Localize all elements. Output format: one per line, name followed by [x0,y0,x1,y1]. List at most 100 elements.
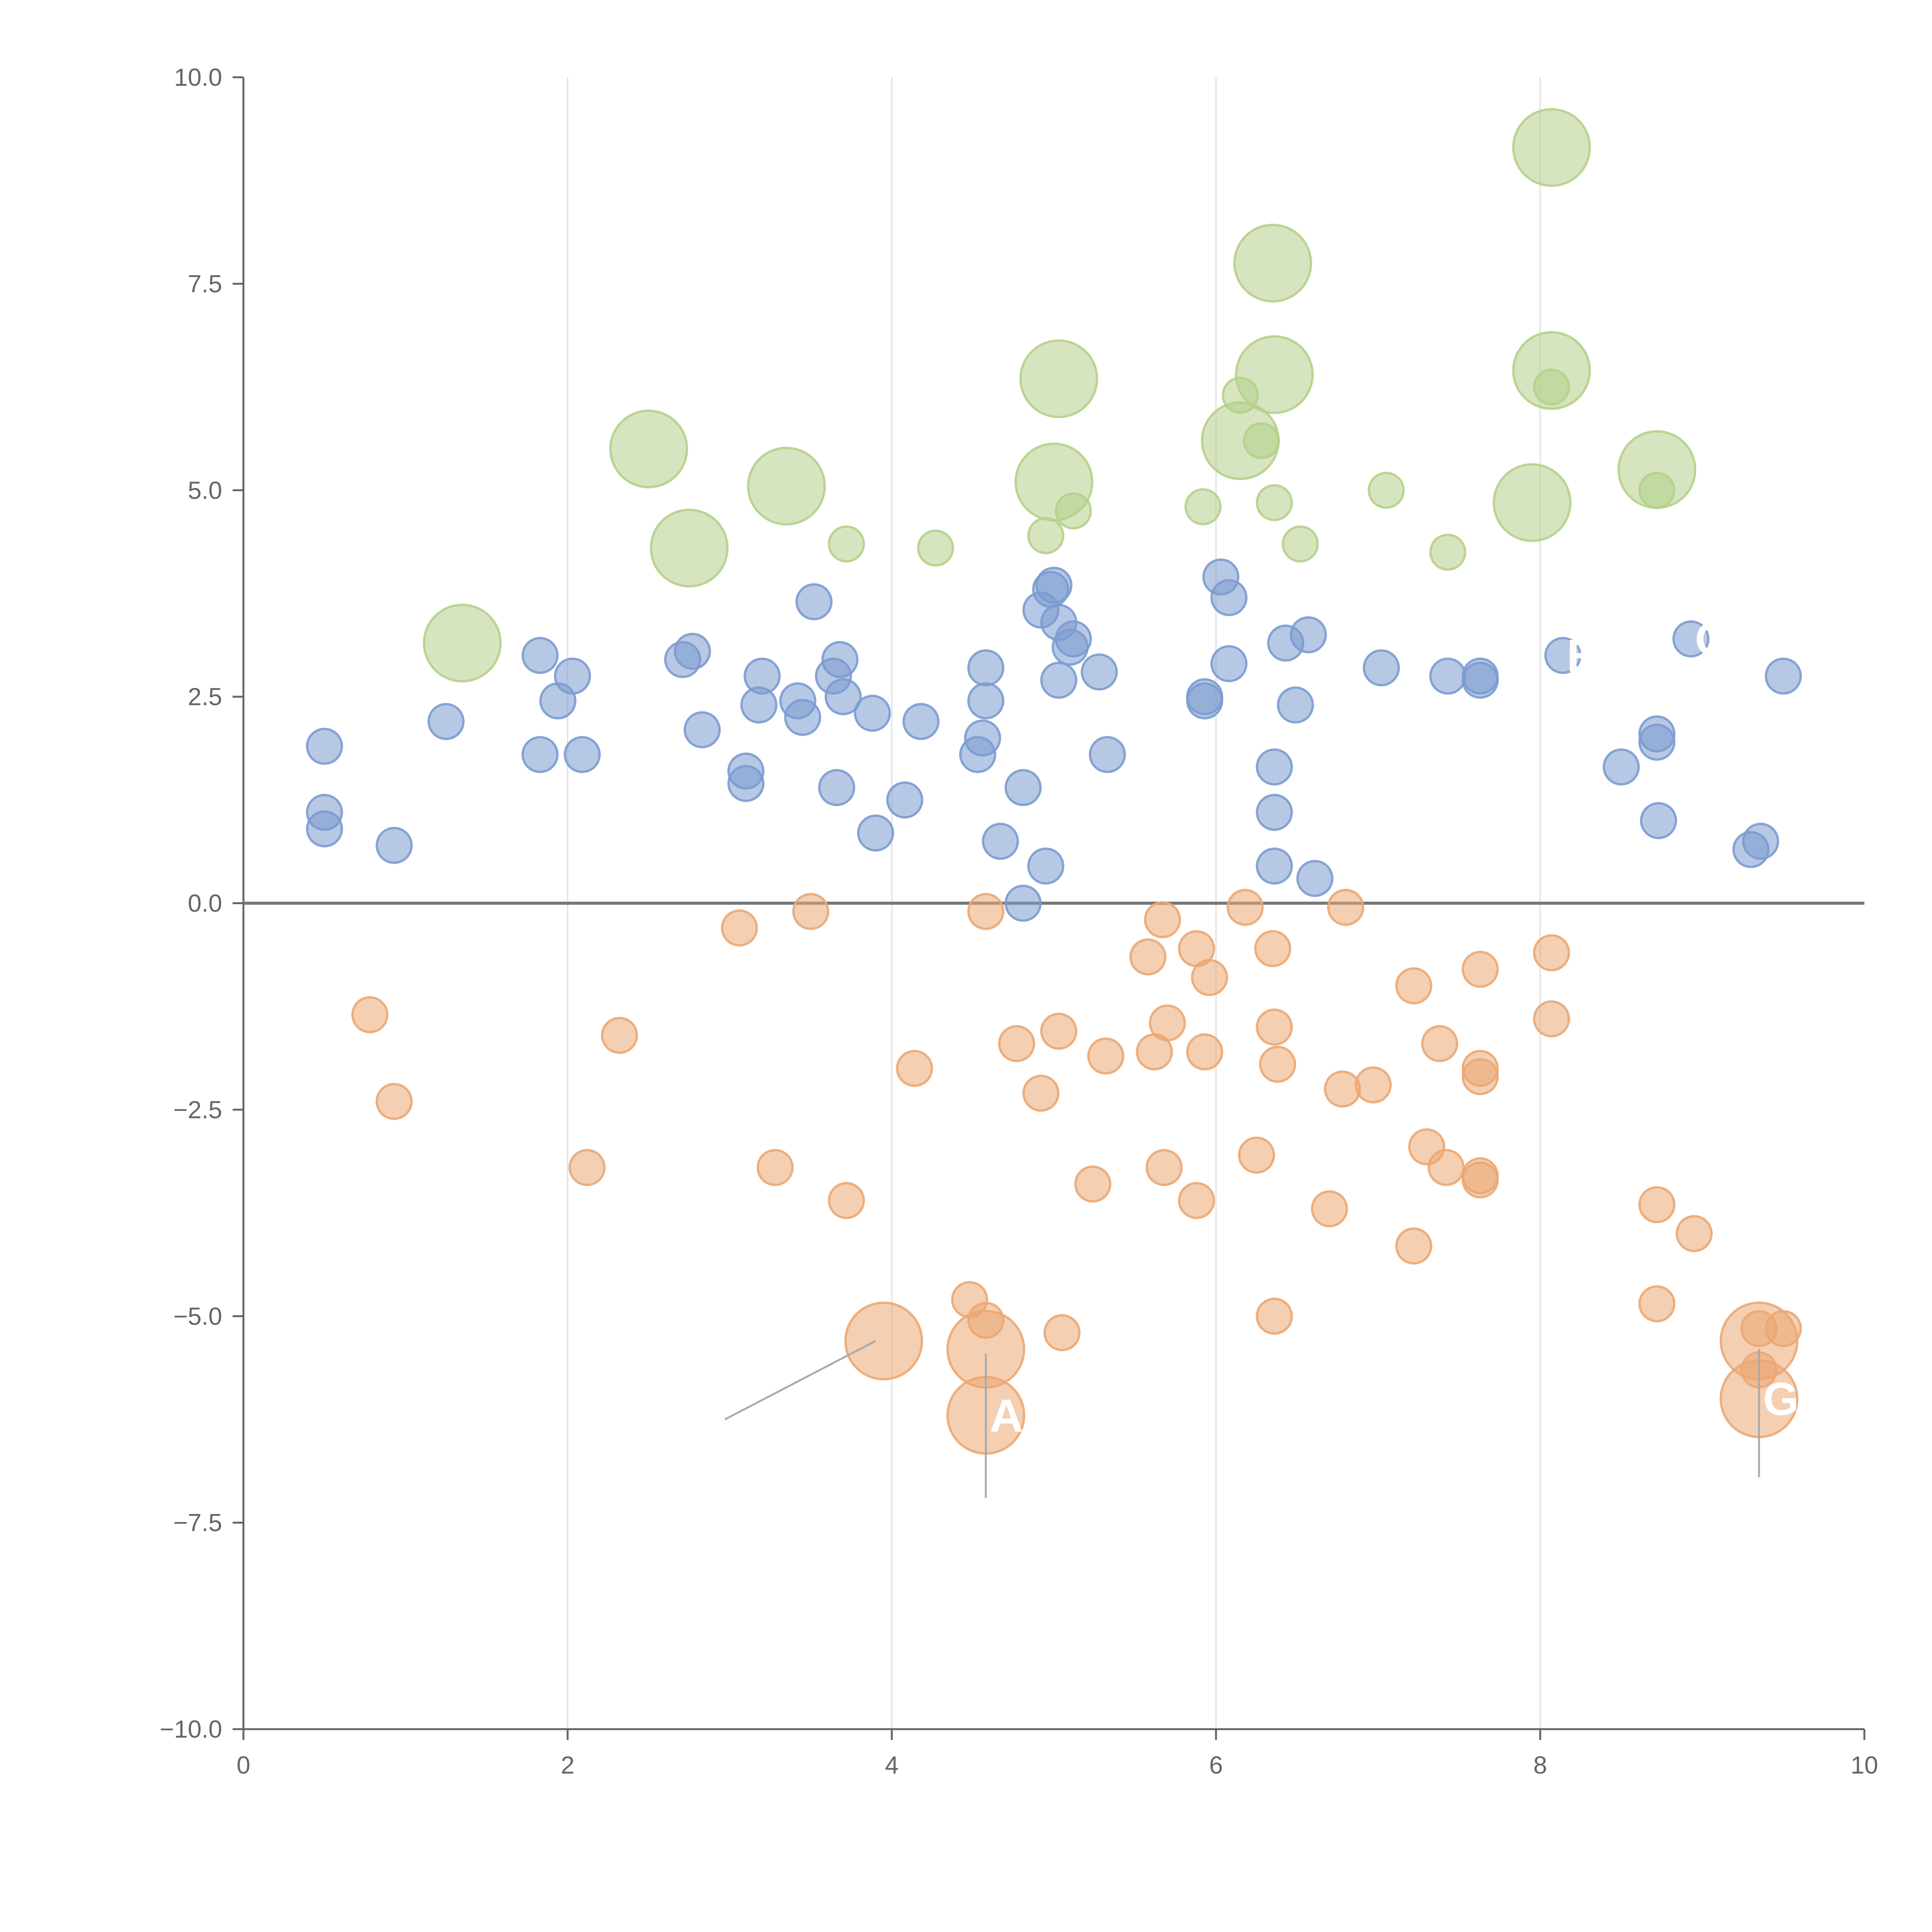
data-point-blue [521,736,559,773]
data-point-blue [857,814,895,852]
data-point-blue [1602,748,1640,786]
data-points [306,108,1802,1455]
data-point-blue [1004,769,1042,806]
data-point-blue [825,678,862,716]
data-point-green [1282,525,1319,563]
y-tick-label: 0.0 [188,889,222,917]
data-point-green [1256,484,1293,521]
data-point-orange [721,909,758,947]
data-point-orange [844,1301,923,1381]
data-point-blue [821,641,859,678]
data-point-blue [1027,847,1065,885]
data-point-orange [1533,934,1570,971]
data-point-orange [1327,889,1364,926]
data-point-orange [1043,1314,1081,1351]
data-point-green [1429,534,1466,571]
data-point-blue [1742,823,1779,860]
data-point-orange [1186,1033,1223,1071]
data-point-blue [743,657,781,695]
data-point-orange [1461,1058,1499,1095]
data-point-blue [1004,884,1042,922]
annotation-label: G [1763,1373,1799,1425]
data-point-blue [674,633,711,670]
data-point-blue [521,637,559,674]
data-point-orange [1461,951,1499,988]
data-point-blue [967,682,1005,719]
data-point-orange [792,893,830,930]
data-point-orange [1354,1066,1392,1104]
y-tick-label: 10.0 [174,63,222,91]
data-point-blue [1035,566,1073,604]
annotation-label: O [1695,614,1731,665]
data-point-blue [854,694,891,732]
data-point-orange [896,1050,933,1087]
data-point-blue [1461,662,1499,699]
data-point-orange [1427,1149,1465,1186]
data-point-green [1054,492,1092,530]
data-point-blue [1277,686,1314,724]
x-tick-label: 0 [236,1751,250,1779]
data-point-blue [964,719,1001,757]
data-point-blue [1429,657,1466,695]
data-point-blue [306,810,343,848]
data-point-orange [376,1083,413,1120]
data-point-blue [1640,802,1677,839]
data-point-green [1533,368,1570,406]
data-point-orange [1149,1004,1186,1042]
data-point-orange [1145,1149,1183,1186]
data-point-green [1027,517,1065,554]
y-tick-label: −2.5 [173,1096,222,1124]
data-point-orange [1638,1285,1676,1323]
data-point-blue [1080,653,1118,690]
data-point-blue [1210,579,1248,616]
y-tick-label: −7.5 [173,1509,222,1537]
data-point-blue [427,703,465,740]
data-point-orange [568,1149,606,1186]
data-point-blue [1362,649,1400,687]
data-point-blue [1186,682,1223,719]
data-point-orange [1638,1186,1676,1223]
annotation-leaders [724,1340,1760,1498]
data-point-blue [886,781,923,819]
x-tick-label: 10 [1850,1751,1878,1779]
data-point-orange [1259,1046,1296,1083]
data-point-green [1367,471,1405,509]
data-point-blue [1765,657,1802,695]
data-point-orange [1461,1161,1499,1199]
data-point-orange [1421,1025,1458,1062]
data-point-blue [1544,637,1582,674]
data-point-blue [306,728,343,765]
data-point-orange [1226,889,1264,926]
data-point-blue [1672,620,1710,658]
data-point-orange [1395,967,1432,1005]
data-point-green [1638,471,1676,509]
data-point-orange [351,996,389,1034]
data-point-blue [1210,645,1248,682]
y-tick-label: −5.0 [173,1302,222,1330]
data-point-blue [376,827,413,864]
data-point-orange [1129,938,1167,976]
data-point-green [423,604,502,683]
data-point-orange [1022,1075,1060,1112]
data-point-orange [1074,1165,1112,1203]
annotation-label: A [990,1390,1023,1442]
data-point-blue [684,711,721,748]
data-point-orange [1395,1227,1432,1265]
data-point-orange [1533,1000,1570,1037]
x-tick-label: 6 [1209,1751,1223,1779]
data-point-orange [828,1182,865,1219]
data-point-orange [601,1017,638,1054]
data-point-blue [967,649,1005,687]
data-point-green [609,409,688,488]
axes: 10.0 7.5 5.0 2.5 0.0 −2.5 −5.0 −7.5 −10.0 0 2 4 6 8 10 [160,63,1878,1779]
data-point-blue [1638,723,1676,761]
data-point-blue [727,765,765,802]
data-point-green [747,447,826,526]
data-point-orange [1238,1136,1275,1174]
data-point-orange [1040,1012,1078,1050]
x-tick-label: 8 [1533,1751,1547,1779]
data-point-blue [1290,616,1327,653]
data-point-blue [1054,620,1092,658]
data-point-orange [1144,901,1181,939]
